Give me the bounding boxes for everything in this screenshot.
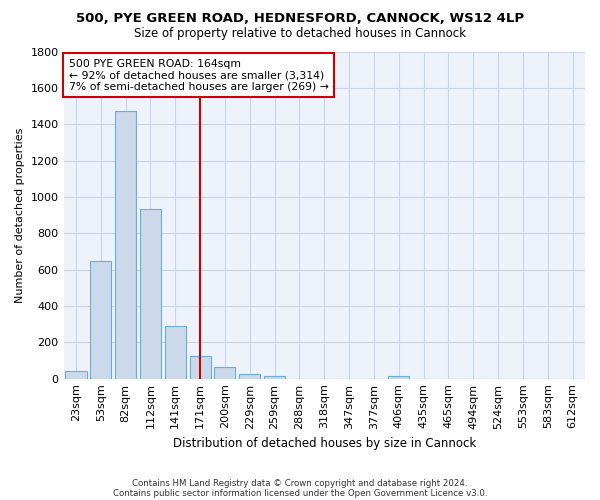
Bar xyxy=(388,376,409,378)
Text: Contains HM Land Registry data © Crown copyright and database right 2024.: Contains HM Land Registry data © Crown c… xyxy=(132,478,468,488)
Bar xyxy=(115,112,136,378)
X-axis label: Distribution of detached houses by size in Cannock: Distribution of detached houses by size … xyxy=(173,437,476,450)
Bar xyxy=(190,356,211,378)
Bar xyxy=(90,260,112,378)
Text: Size of property relative to detached houses in Cannock: Size of property relative to detached ho… xyxy=(134,28,466,40)
Bar xyxy=(65,372,86,378)
Bar xyxy=(239,374,260,378)
Bar xyxy=(165,326,186,378)
Text: Contains public sector information licensed under the Open Government Licence v3: Contains public sector information licen… xyxy=(113,488,487,498)
Bar xyxy=(214,367,235,378)
Y-axis label: Number of detached properties: Number of detached properties xyxy=(15,128,25,303)
Text: 500, PYE GREEN ROAD, HEDNESFORD, CANNOCK, WS12 4LP: 500, PYE GREEN ROAD, HEDNESFORD, CANNOCK… xyxy=(76,12,524,26)
Bar xyxy=(140,208,161,378)
Text: 500 PYE GREEN ROAD: 164sqm
← 92% of detached houses are smaller (3,314)
7% of se: 500 PYE GREEN ROAD: 164sqm ← 92% of deta… xyxy=(68,59,328,92)
Bar xyxy=(264,376,285,378)
